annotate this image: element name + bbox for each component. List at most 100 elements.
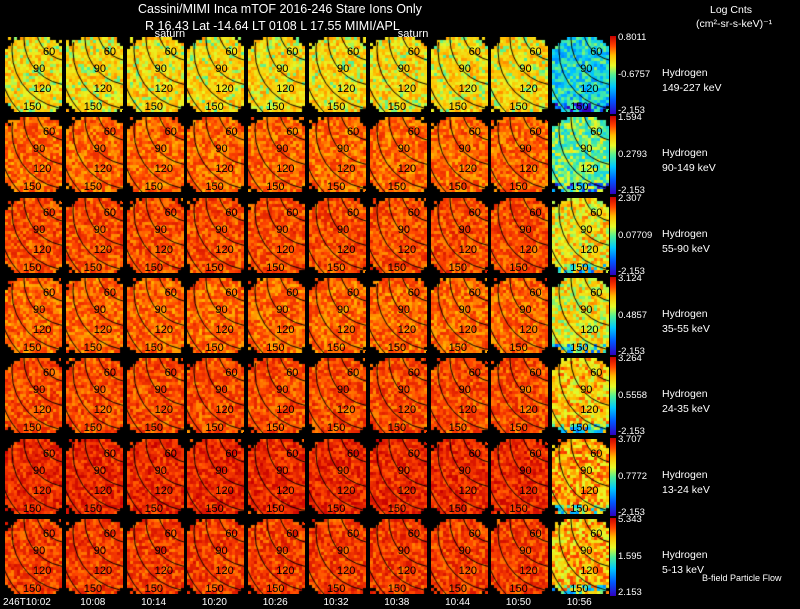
contour-label: 90 bbox=[397, 143, 411, 156]
contour-label: 120 bbox=[215, 404, 234, 417]
contour-label: 150 bbox=[23, 422, 42, 434]
grid-cross-marker bbox=[178, 435, 190, 439]
contour-label: 150 bbox=[266, 582, 285, 594]
grid-cross-marker bbox=[239, 274, 251, 278]
heatmap-panel: 60 90 120 150 bbox=[248, 358, 306, 434]
grid-cross-marker bbox=[239, 355, 251, 359]
contour-label: 90 bbox=[397, 63, 411, 75]
heatmap-panel: 60 90 120 150 bbox=[552, 37, 610, 112]
colorbar-max-label: 0.8011 bbox=[618, 32, 647, 43]
contour-label: 150 bbox=[266, 422, 285, 434]
contour-label: 90 bbox=[519, 464, 532, 477]
contour-label: 120 bbox=[397, 564, 417, 577]
contour-label: 60 bbox=[347, 286, 360, 299]
grid-cross-marker bbox=[482, 194, 494, 198]
heatmap-panel: 60 90 120 150 bbox=[126, 277, 184, 353]
contour-label: 120 bbox=[337, 323, 356, 336]
contour-label: 60 bbox=[164, 367, 177, 380]
panel-heatmap bbox=[430, 37, 488, 112]
heatmap-panel: 60 90 120 150 bbox=[126, 37, 184, 112]
panel-heatmap bbox=[5, 518, 62, 594]
grid-cross-marker bbox=[482, 355, 494, 359]
panel-heatmap bbox=[5, 197, 62, 273]
contour-label: 150 bbox=[144, 502, 163, 514]
heatmap-panel: 60 90 120 150 bbox=[552, 197, 610, 273]
panel-heatmap bbox=[248, 117, 306, 193]
heatmap-panel: 60 90 120 150 bbox=[5, 438, 62, 514]
panel-heatmap bbox=[5, 358, 62, 434]
contour-label: 150 bbox=[387, 582, 407, 594]
contour-label: 60 bbox=[468, 447, 481, 460]
colorbar-mid-label: 0.5558 bbox=[618, 390, 648, 402]
contour-label: 150 bbox=[266, 502, 285, 514]
contour-label: 90 bbox=[458, 384, 471, 397]
panel-heatmap bbox=[552, 277, 610, 353]
contour-label: 150 bbox=[509, 422, 528, 434]
contour-label: 60 bbox=[529, 527, 542, 540]
contour-label: 120 bbox=[93, 83, 113, 95]
contour-label: 120 bbox=[580, 323, 599, 336]
panel-heatmap bbox=[491, 438, 549, 514]
contour-label: 120 bbox=[337, 83, 356, 95]
contour-label: 90 bbox=[93, 464, 107, 477]
heatmap-panel: 60 90 120 150 bbox=[126, 518, 184, 594]
heatmap-panel: 60 90 120 150 bbox=[309, 358, 366, 434]
contour-label: 60 bbox=[407, 286, 421, 299]
contour-label: 60 bbox=[468, 527, 481, 540]
panel-heatmap bbox=[491, 358, 549, 434]
heatmap-panel: 60 90 120 150 bbox=[430, 277, 488, 353]
panel-heatmap bbox=[309, 358, 366, 434]
contour-label: 90 bbox=[458, 63, 471, 75]
contour-label: 60 bbox=[43, 286, 56, 299]
contour-label: 120 bbox=[215, 163, 234, 176]
contour-label: 60 bbox=[286, 46, 299, 58]
contour-label: 60 bbox=[225, 367, 238, 380]
contour-label: 120 bbox=[397, 163, 417, 176]
contour-label: 120 bbox=[93, 404, 113, 417]
contour-label: 120 bbox=[458, 323, 477, 336]
contour-label: 60 bbox=[590, 206, 603, 219]
colorbar-min-label: -2.153 bbox=[618, 426, 645, 438]
heatmap-panel: 60 90 120 150 bbox=[369, 358, 427, 434]
contour-label: 60 bbox=[468, 206, 481, 219]
contour-label: 120 bbox=[33, 243, 52, 256]
grid-cross-marker bbox=[117, 515, 129, 519]
contour-label: 150 bbox=[448, 502, 467, 514]
heatmap-panel: 60 90 120 150 bbox=[5, 277, 62, 353]
contour-label: 120 bbox=[337, 564, 356, 577]
contour-label: 60 bbox=[103, 447, 117, 460]
contour-label: 150 bbox=[266, 261, 285, 273]
time-tick-label: 10:38 bbox=[384, 597, 410, 608]
contour-label: 90 bbox=[337, 63, 350, 75]
contour-label: 150 bbox=[387, 261, 407, 273]
contour-label: 60 bbox=[164, 126, 177, 139]
contour-label: 90 bbox=[337, 223, 350, 236]
contour-label: 120 bbox=[397, 243, 417, 256]
contour-label: 90 bbox=[33, 303, 46, 316]
contour-label: 90 bbox=[154, 544, 167, 557]
heatmap-panel: 60 90 120 150 bbox=[248, 37, 306, 112]
contour-label: 150 bbox=[83, 261, 103, 273]
contour-label: 60 bbox=[225, 527, 238, 540]
panel-heatmap bbox=[491, 518, 549, 594]
contour-label: 150 bbox=[448, 181, 467, 193]
contour-label: 90 bbox=[519, 384, 532, 397]
contour-label: 120 bbox=[215, 484, 234, 497]
contour-label: 150 bbox=[83, 422, 103, 434]
heatmap-panel: 60 90 120 150 bbox=[309, 37, 366, 112]
grid-cross-marker bbox=[604, 515, 616, 519]
grid-cross-marker bbox=[361, 435, 372, 439]
contour-label: 60 bbox=[468, 126, 481, 139]
grid-cross-marker bbox=[543, 435, 555, 439]
panel-heatmap bbox=[491, 197, 549, 273]
grid-cross-marker bbox=[421, 435, 433, 439]
contour-label: 150 bbox=[509, 181, 528, 193]
contour-label: 120 bbox=[93, 243, 113, 256]
contour-label: 150 bbox=[570, 101, 589, 112]
colorbar bbox=[610, 357, 616, 436]
heatmap-panel: 60 90 120 150 bbox=[491, 358, 549, 434]
contour-label: 60 bbox=[225, 286, 238, 299]
panel-heatmap bbox=[309, 277, 366, 353]
contour-label: 60 bbox=[286, 286, 299, 299]
heatmap-panel: 60 90 120 150 bbox=[309, 438, 366, 514]
